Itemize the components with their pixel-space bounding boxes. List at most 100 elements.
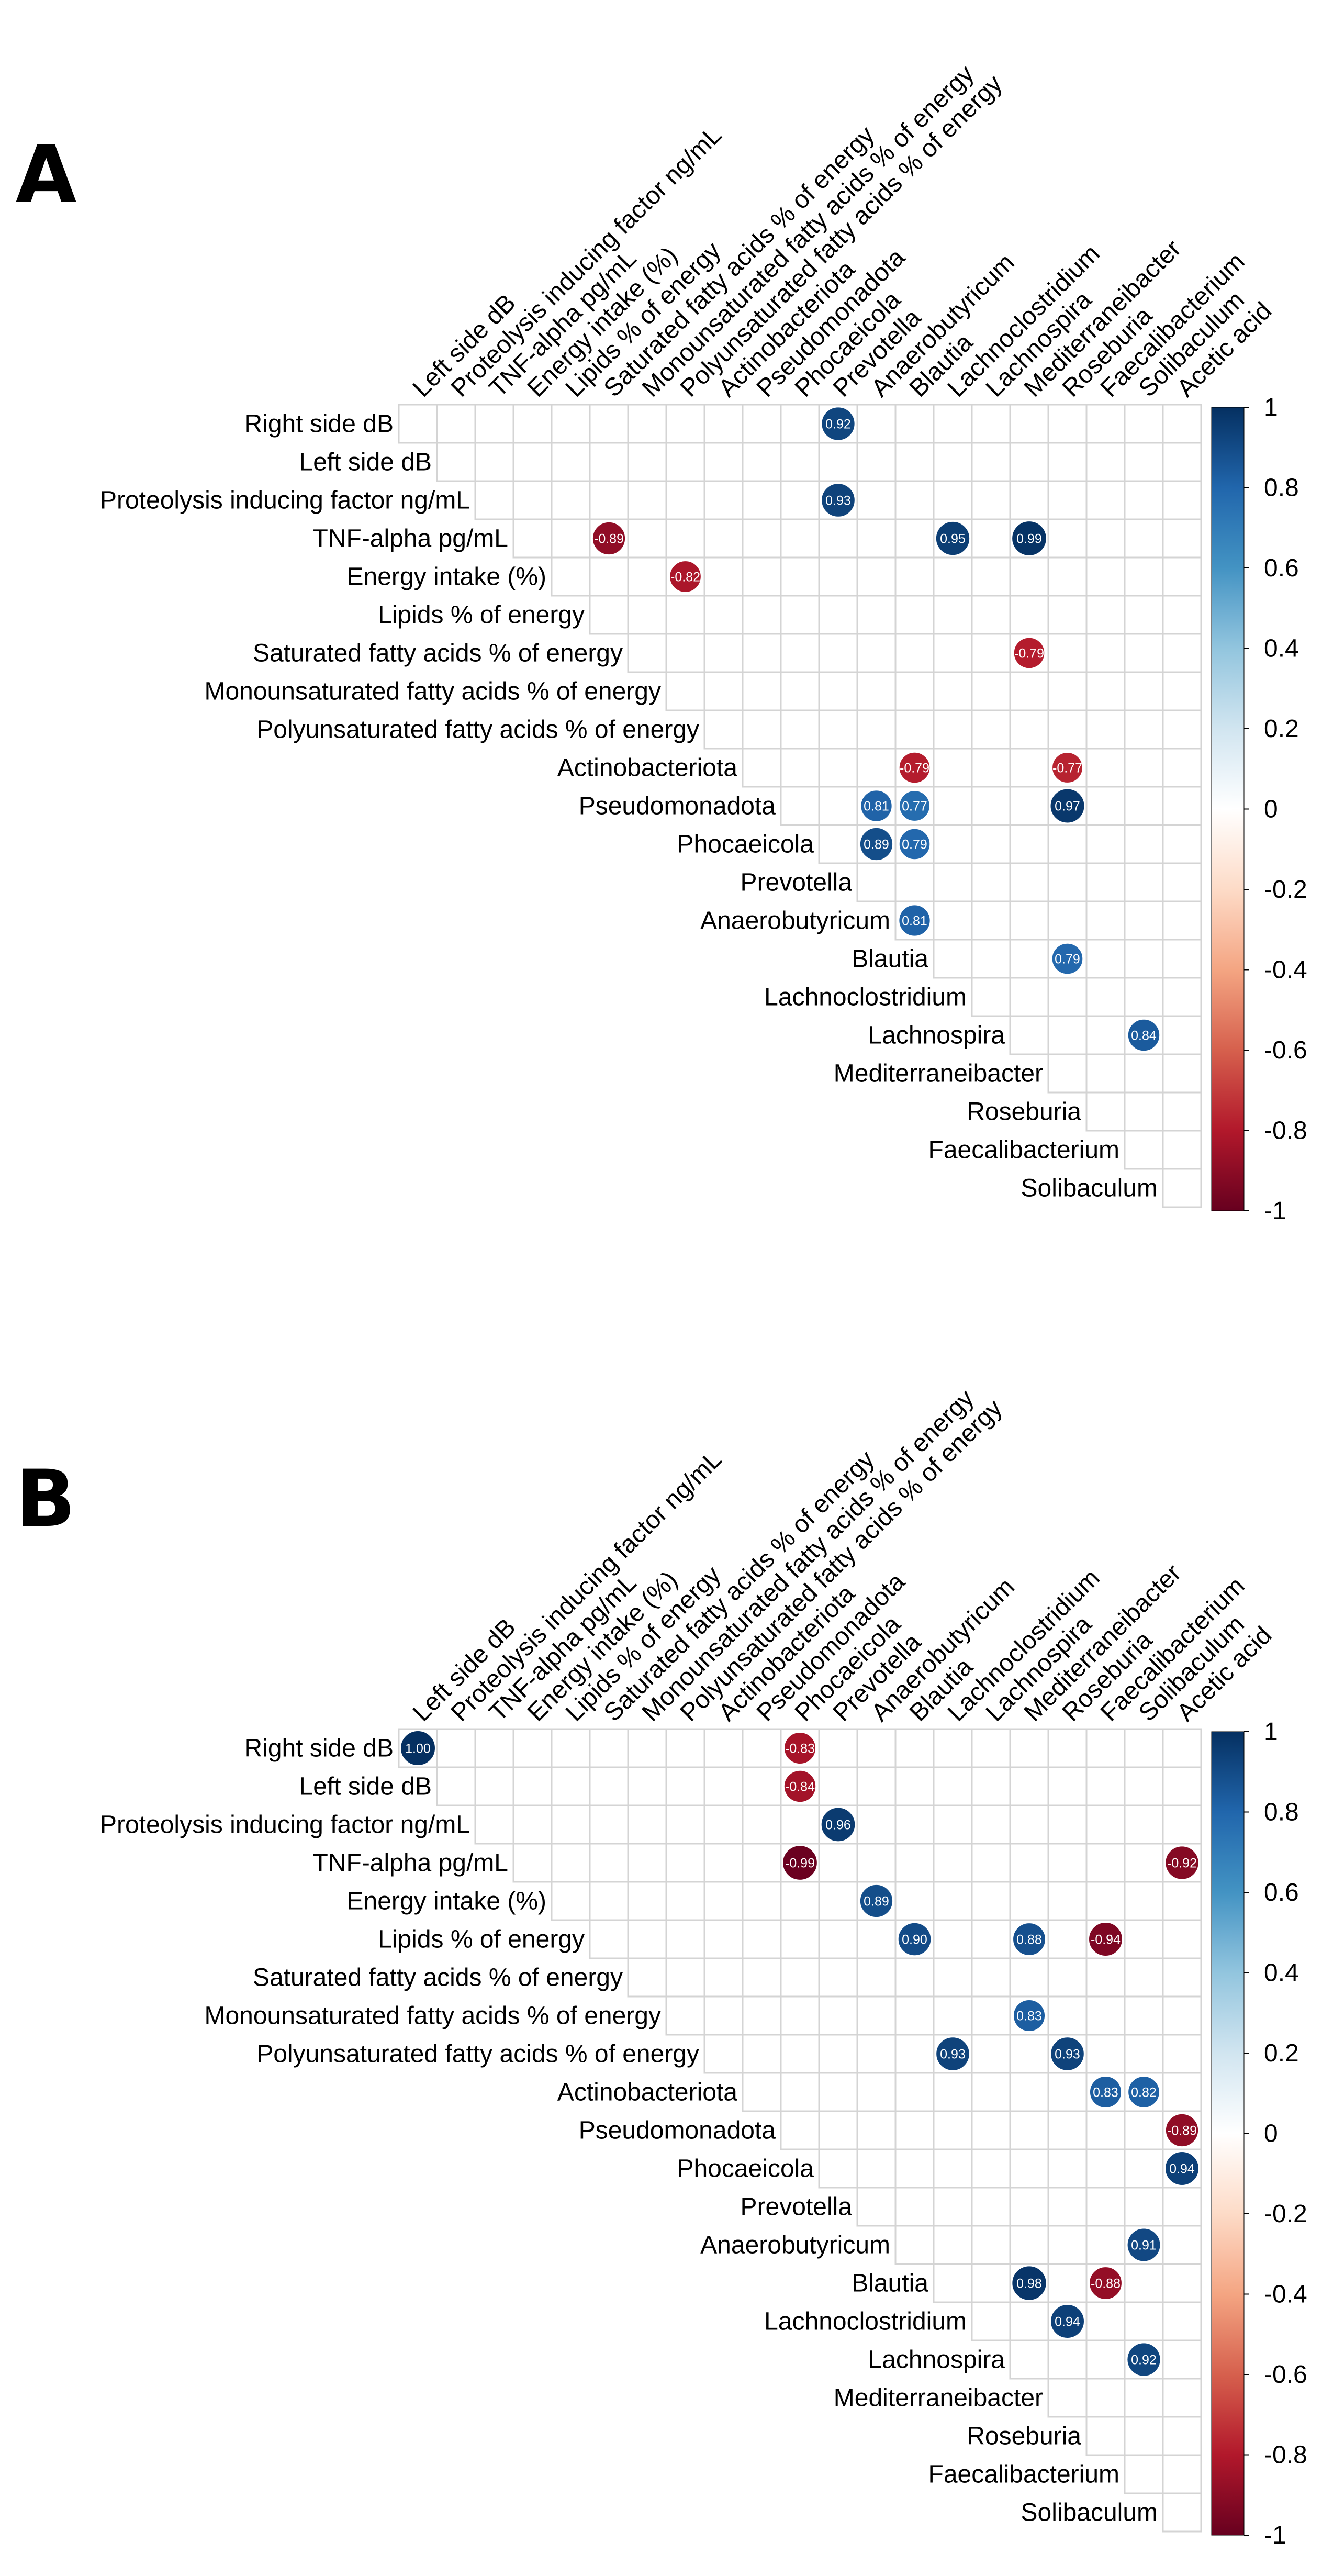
grid-cell: [818, 1843, 858, 1883]
grid-cell: [1009, 595, 1049, 635]
grid-cell: [703, 556, 744, 597]
grid-cell: [971, 2034, 1011, 2074]
grid-cell: [856, 442, 897, 482]
grid-cell: [1009, 1804, 1049, 1845]
grid-cell: [1124, 2110, 1164, 2150]
grid-cell: [818, 1957, 858, 1998]
grid-cell: [1085, 748, 1126, 788]
grid-cell: [1009, 2110, 1049, 2150]
row-label: Energy intake (%): [347, 1888, 547, 1915]
grid-cell: [856, 1804, 897, 1845]
grid-cell: [894, 1881, 935, 1921]
grid-cell: [1009, 977, 1049, 1017]
grid-cell: [665, 595, 705, 635]
grid-cell: [894, 862, 935, 902]
grid-cell: [1162, 1881, 1202, 1921]
row-label: Blautia: [852, 2270, 928, 2298]
grid-cell: [703, 518, 744, 559]
grid-cell: [703, 404, 744, 444]
grid-cell: [1009, 2339, 1049, 2380]
grid-cell: [971, 1881, 1011, 1921]
grid-cell: [856, 709, 897, 750]
grid-cell: [589, 1919, 629, 1959]
grid-cell: [780, 1804, 820, 1845]
correlation-circle: [860, 789, 893, 822]
correlation-value-label: 0.92: [1131, 2353, 1157, 2368]
correlation-value-label: 0.82: [1131, 2086, 1157, 2100]
grid-cell: [780, 633, 820, 673]
grid-cell: [818, 2148, 858, 2189]
grid-cell: [512, 404, 553, 444]
correlation-circle: [1126, 2342, 1161, 2377]
legend-tick-label: 0.2: [1264, 2039, 1299, 2067]
legend-tick-label: -1: [1264, 2522, 1286, 2549]
row-label: Actinobacteriota: [557, 754, 738, 782]
correlation-circle: [898, 751, 931, 784]
grid-cell: [1162, 2034, 1202, 2074]
grid-cell: [1047, 1015, 1088, 1055]
grid-cell: [971, 2225, 1011, 2265]
grid-cell: [703, 1804, 744, 1845]
grid-cell: [1162, 1053, 1202, 1094]
correlation-value-label: 0.98: [1016, 2277, 1042, 2291]
correlation-value-label: -0.89: [1167, 2124, 1197, 2138]
correlation-value-label: 0.93: [825, 494, 851, 508]
grid-cell: [742, 709, 782, 750]
grid-cell: [894, 480, 935, 520]
grid-cell: [1162, 1919, 1202, 1959]
legend-tick-label: -0.4: [1264, 2281, 1307, 2309]
grid-cell: [742, 1728, 782, 1768]
grid-cell: [627, 480, 667, 520]
grid-cell: [818, 671, 858, 711]
grid-cell: [856, 2110, 897, 2150]
legend-tick-label: -0.2: [1264, 2200, 1307, 2228]
grid-cell: [971, 1957, 1011, 1998]
grid-cell: [665, 671, 705, 711]
grid-cell: [1162, 2263, 1202, 2303]
grid-cell: [1085, 1015, 1126, 1055]
correlation-circle: [898, 828, 931, 861]
legend-tick-label: 1: [1264, 1718, 1278, 1746]
grid-cell: [818, 1995, 858, 2036]
grid-cell: [1162, 786, 1202, 826]
correlation-value-label: 0.89: [864, 1894, 889, 1909]
grid-cell: [703, 1957, 744, 1998]
grid-cell: [703, 633, 744, 673]
correlation-circle: [783, 1731, 817, 1765]
grid-cell: [933, 671, 973, 711]
grid-cell: [512, 442, 553, 482]
grid-cell: [818, 595, 858, 635]
grid-cell: [474, 480, 514, 520]
correlation-value-label: 0.95: [940, 532, 966, 547]
grid-cell: [780, 709, 820, 750]
grid-cell: [1085, 2225, 1126, 2265]
grid-cell: [1162, 442, 1202, 482]
grid-cell: [1124, 633, 1164, 673]
grid-cell: [1085, 1804, 1126, 1845]
grid-cell: [1124, 1919, 1164, 1959]
grid-cell: [627, 1804, 667, 1845]
grid-cell: [436, 442, 476, 482]
grid-cell: [971, 442, 1011, 482]
grid-cell: [1162, 1168, 1202, 1208]
grid-cell: [742, 1957, 782, 1998]
grid-cell: [1162, 1995, 1202, 2036]
grid-cell: [780, 442, 820, 482]
grid-cell: [971, 633, 1011, 673]
grid-cell: [1085, 1728, 1126, 1768]
grid-cell: [933, 1881, 973, 1921]
grid-cell: [1047, 1843, 1088, 1883]
legend-tick-label: -0.8: [1264, 2441, 1307, 2469]
grid-cell: [856, 518, 897, 559]
grid-cell: [971, 2301, 1011, 2341]
grid-cell: [703, 2034, 744, 2074]
grid-cell: [856, 556, 897, 597]
grid-cell: [742, 1919, 782, 1959]
row-label: Solibaculum: [1021, 1175, 1158, 1202]
grid-cell: [1047, 1053, 1088, 1094]
grid-cell: [551, 518, 591, 559]
grid-cell: [1085, 1957, 1126, 1998]
grid-cell: [665, 518, 705, 559]
legend-tick-label: -1: [1264, 1197, 1286, 1225]
grid-cell: [1047, 595, 1088, 635]
